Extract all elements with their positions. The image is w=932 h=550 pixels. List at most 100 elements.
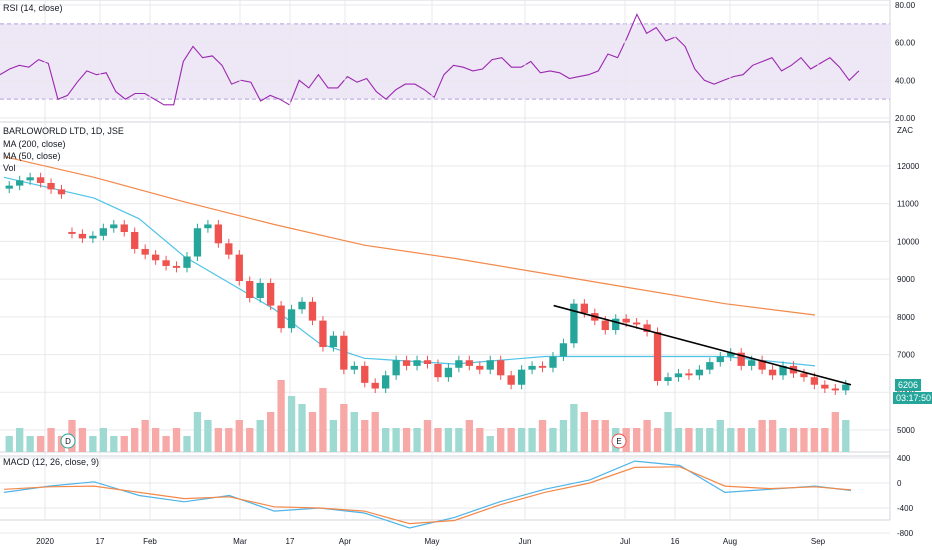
event-marker	[60, 433, 76, 449]
rsi-label: RSI (14, close)	[3, 3, 63, 13]
candle-body	[570, 303, 578, 344]
candle-body	[643, 324, 651, 332]
candle-body	[287, 309, 296, 329]
volume-bar	[831, 412, 839, 452]
candle-body	[371, 382, 379, 389]
candle-body	[329, 335, 338, 348]
volume-bar	[653, 428, 662, 452]
event-marker-label: E	[616, 437, 621, 446]
volume-bar	[821, 428, 829, 452]
volume-bar	[246, 428, 254, 452]
candle-body	[695, 369, 704, 376]
macd-tick-label: 0	[897, 479, 902, 488]
macd-tick-label: -800	[897, 529, 914, 538]
event-marker	[611, 433, 627, 449]
volume-bar	[235, 420, 243, 452]
price-tick-label: 10000	[897, 237, 920, 246]
candle-body	[434, 364, 442, 378]
candle-body	[361, 365, 369, 383]
price-tick-label: 11000	[897, 200, 919, 209]
candle-body	[47, 182, 55, 190]
rsi-tick-label: 40.00	[895, 76, 916, 85]
volume-bar	[497, 428, 505, 452]
candle-body	[382, 375, 390, 389]
candle-body	[16, 180, 24, 186]
volume-bar	[382, 428, 390, 452]
candle-body	[235, 254, 243, 282]
volume-bar	[538, 420, 547, 452]
candle-body	[204, 224, 212, 229]
candle-body	[26, 177, 34, 181]
candle-body	[183, 256, 191, 268]
volume-bar	[737, 428, 745, 452]
trendline	[553, 304, 852, 386]
time-tick-label: May	[424, 537, 439, 546]
volume-bar	[517, 428, 526, 452]
candle-body	[476, 365, 484, 370]
time-tick-label: 2020	[36, 537, 54, 546]
volume-bar	[674, 428, 683, 452]
candle-body	[727, 352, 735, 357]
volume-bar	[842, 420, 850, 452]
candle-body	[350, 365, 358, 370]
volume-bar	[392, 428, 400, 452]
candle-body	[622, 318, 630, 323]
volume-bar	[16, 428, 24, 452]
candle-body	[444, 367, 453, 378]
volume-label: Vol	[3, 163, 16, 173]
time-tick-label: Mar	[233, 537, 247, 546]
time-tick-label: Apr	[339, 537, 352, 546]
volume-bar	[779, 428, 787, 452]
volume-bar	[601, 420, 609, 452]
volume-bar	[277, 380, 285, 452]
macd-tick-label: 400	[897, 454, 911, 463]
candle-body	[507, 375, 515, 385]
volume-bar	[26, 436, 34, 452]
price-tick-label: 12000	[897, 162, 920, 171]
rsi-line	[0, 13, 860, 106]
macd-label: MACD (12, 26, close, 9)	[3, 457, 100, 467]
candle-body	[162, 260, 170, 266]
volume-bar	[340, 404, 348, 452]
macd-tick-label: -400	[897, 504, 914, 513]
volume-bar	[183, 436, 191, 452]
candle-body	[266, 282, 275, 306]
candle-body	[758, 360, 766, 370]
volume-bar	[465, 420, 473, 452]
volume-bar	[476, 428, 484, 452]
candle-body	[549, 356, 557, 368]
candle-body	[36, 177, 45, 183]
volume-bar	[559, 420, 568, 452]
candle-body	[538, 365, 547, 368]
volume-bar	[225, 428, 233, 452]
candle-body	[465, 360, 473, 366]
countdown-badge: 03:17:50	[893, 392, 932, 404]
candle-body	[674, 373, 683, 378]
volume-bar	[455, 428, 463, 452]
volume-bar	[664, 412, 672, 452]
rsi-band	[0, 23, 890, 100]
candle-body	[528, 365, 536, 370]
volume-bar	[549, 428, 557, 452]
candle-body	[57, 189, 66, 195]
time-tick-label: Jul	[620, 537, 630, 546]
price-tick-label: 5000	[897, 426, 915, 435]
volume-bar	[444, 428, 453, 452]
volume-bar	[256, 420, 264, 452]
candle-body	[99, 228, 107, 236]
candle-body	[68, 232, 76, 234]
rsi-tick-label: 80.00	[895, 1, 916, 10]
candle-body	[737, 352, 745, 366]
volume-bar	[193, 412, 202, 452]
candle-body	[842, 384, 850, 391]
candle-body	[151, 254, 160, 261]
candle-body	[131, 232, 139, 249]
time-tick-label: Jun	[519, 537, 532, 546]
volume-bar	[413, 428, 421, 452]
candle-body	[110, 224, 118, 229]
candle-body	[632, 322, 641, 325]
candle-body	[831, 388, 839, 391]
candle-body	[748, 360, 756, 366]
volume-bar	[402, 428, 411, 452]
